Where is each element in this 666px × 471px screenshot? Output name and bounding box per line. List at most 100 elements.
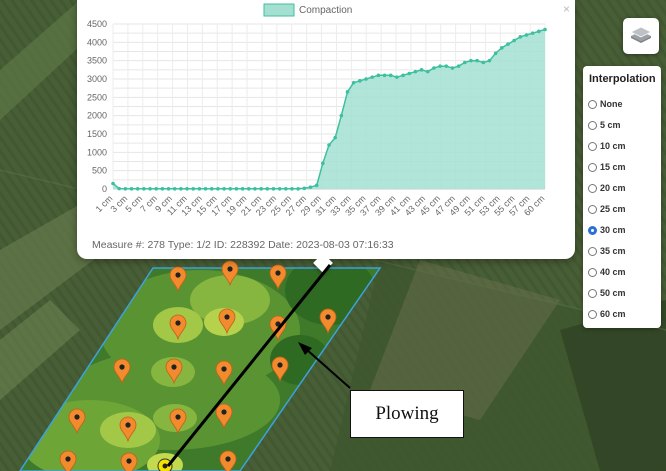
data-point <box>376 73 381 78</box>
chart-legend[interactable]: Compaction <box>263 3 352 17</box>
radio-button[interactable] <box>588 309 597 319</box>
data-point <box>469 58 473 63</box>
interpolation-panel: Interpolation None 5 cm 10 cm 15 cm 20 cm 25 … <box>583 66 661 328</box>
interpolation-option-35-cm[interactable]: 35 cm <box>588 244 626 258</box>
data-point <box>203 187 208 191</box>
interpolation-option-5-cm[interactable]: 5 cm <box>588 118 621 132</box>
data-point <box>493 51 498 56</box>
data-point <box>296 187 300 191</box>
selected-measurement-marker[interactable] <box>157 458 173 471</box>
radio-button[interactable] <box>588 141 597 151</box>
data-point <box>351 80 356 85</box>
data-point <box>172 187 177 191</box>
data-point <box>475 58 479 63</box>
measurement-marker[interactable] <box>113 358 131 385</box>
data-point <box>302 186 307 191</box>
data-point <box>129 187 134 191</box>
radio-button[interactable] <box>588 99 597 109</box>
interpolation-option-label: 15 cm <box>600 162 626 172</box>
data-point <box>364 77 368 81</box>
data-point <box>253 187 257 191</box>
data-point <box>166 187 171 191</box>
annotation-label: Plowing <box>375 403 439 424</box>
legend-label: Compaction <box>299 5 352 16</box>
data-point <box>419 68 424 72</box>
data-point <box>425 69 430 74</box>
data-point <box>327 143 331 147</box>
data-point <box>228 187 233 191</box>
interpolation-option-60-cm[interactable]: 60 cm <box>588 307 626 321</box>
data-point <box>117 186 121 191</box>
interpolation-option-10-cm[interactable]: 10 cm <box>588 139 626 153</box>
interpolation-title: Interpolation <box>589 73 656 85</box>
data-point <box>135 187 140 191</box>
data-point <box>444 64 449 68</box>
radio-button[interactable] <box>588 225 597 235</box>
data-points <box>111 27 547 191</box>
data-point <box>413 69 418 74</box>
data-point <box>259 187 263 191</box>
data-point <box>518 35 523 39</box>
y-tick-label: 0 <box>102 184 107 194</box>
interpolation-option-label: 20 cm <box>600 183 626 193</box>
data-point <box>185 187 189 191</box>
data-point <box>500 46 504 50</box>
data-point <box>271 187 276 191</box>
data-point <box>216 187 220 191</box>
interpolation-option-label: 35 cm <box>600 246 626 256</box>
data-point <box>438 64 442 68</box>
interpolation-option-none[interactable]: None <box>588 97 623 111</box>
data-point <box>506 42 510 46</box>
data-point <box>456 64 461 68</box>
data-point <box>524 33 529 37</box>
y-tick-label: 2500 <box>87 92 107 102</box>
compaction-area <box>113 29 545 189</box>
interpolation-option-25-cm[interactable]: 25 cm <box>588 202 626 216</box>
interpolation-option-label: 60 cm <box>600 309 626 319</box>
data-point <box>512 38 516 43</box>
measure-info: Measure #: 278 Type: 1/2 ID: 228392 Date… <box>92 239 394 251</box>
interpolation-option-30-cm[interactable]: 30 cm <box>588 223 626 237</box>
data-point <box>111 181 115 186</box>
data-point <box>543 27 547 32</box>
data-point <box>277 187 282 191</box>
radio-button[interactable] <box>588 246 597 256</box>
data-point <box>450 66 455 70</box>
data-point <box>462 60 467 65</box>
interpolation-option-50-cm[interactable]: 50 cm <box>588 286 626 300</box>
data-point <box>222 187 226 191</box>
data-point <box>284 187 288 191</box>
interpolation-option-40-cm[interactable]: 40 cm <box>588 265 626 279</box>
y-tick-label: 4500 <box>87 19 107 29</box>
close-icon[interactable]: × <box>563 2 571 16</box>
y-tick-label: 2000 <box>87 111 107 121</box>
measurement-marker[interactable] <box>68 408 86 435</box>
interpolation-option-label: 5 cm <box>600 120 621 130</box>
data-point <box>358 79 362 83</box>
data-point <box>148 187 152 191</box>
measurement-marker[interactable] <box>59 450 77 471</box>
layers-button[interactable] <box>623 18 659 54</box>
y-tick-label: 3500 <box>87 56 107 66</box>
interpolation-option-20-cm[interactable]: 20 cm <box>588 181 626 195</box>
measurement-marker[interactable] <box>119 416 137 443</box>
measurement-marker[interactable] <box>120 452 138 471</box>
radio-button[interactable] <box>588 183 597 193</box>
data-point <box>345 90 350 94</box>
data-point <box>407 71 412 76</box>
interpolation-option-15-cm[interactable]: 15 cm <box>588 160 626 174</box>
data-point <box>240 187 245 191</box>
data-point <box>191 187 196 191</box>
radio-button[interactable] <box>588 267 597 277</box>
interpolation-option-label: 40 cm <box>600 267 626 277</box>
data-point <box>537 29 541 34</box>
y-tick-label: 1500 <box>87 129 107 139</box>
radio-button[interactable] <box>588 162 597 172</box>
data-point <box>321 161 325 166</box>
radio-button[interactable] <box>588 120 597 130</box>
data-point <box>395 75 399 79</box>
data-point <box>290 187 294 191</box>
radio-button[interactable] <box>588 204 597 214</box>
radio-button[interactable] <box>588 288 597 298</box>
